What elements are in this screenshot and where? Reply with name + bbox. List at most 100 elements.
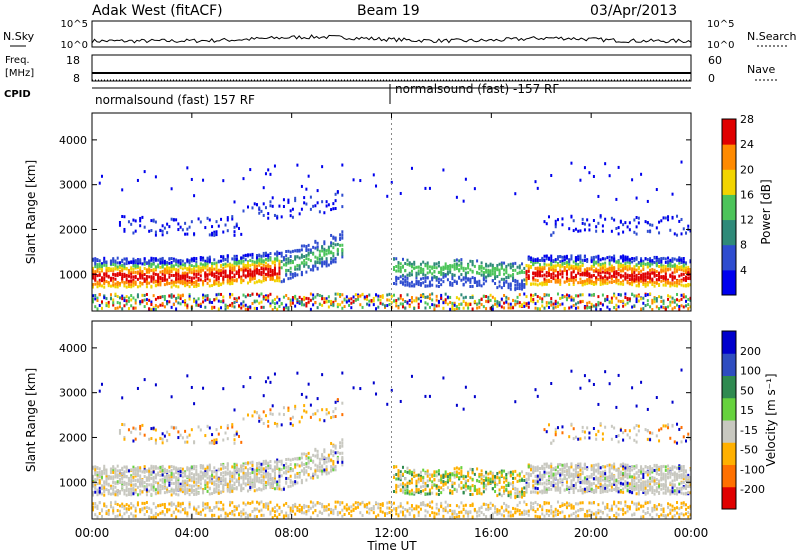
velocity-cell [121, 486, 124, 490]
power-cell [341, 306, 344, 310]
power-cell [494, 297, 497, 301]
power-cell [181, 271, 184, 275]
velocity-cell [264, 480, 267, 484]
power-cell [622, 263, 625, 267]
power-cell [318, 210, 321, 214]
power-cell [175, 284, 178, 288]
power-cell [103, 256, 106, 260]
velocity-cell [127, 492, 130, 496]
velocity-cell [127, 507, 130, 511]
power-cell [215, 266, 218, 270]
power-cell [408, 273, 411, 277]
velocity-cell [249, 461, 252, 465]
power-cell [375, 184, 378, 188]
power-cell [597, 258, 600, 262]
power-cell [577, 294, 580, 298]
power-cell [568, 277, 571, 281]
power-cell [289, 303, 292, 307]
power-cell [469, 259, 472, 263]
power-cell [309, 292, 312, 296]
power-cell [166, 300, 169, 304]
power-cell [574, 259, 577, 263]
velocity-cell [175, 471, 178, 475]
power-cell [177, 280, 180, 284]
power-cell [422, 295, 425, 299]
power-cell [523, 292, 526, 296]
power-cell [480, 269, 483, 273]
power-cell [660, 279, 663, 283]
power-cell [556, 280, 559, 284]
power-cell [348, 297, 351, 301]
power-cell [592, 282, 595, 286]
velocity-cell [208, 465, 211, 469]
power-cell [240, 256, 243, 260]
power-cell [350, 306, 353, 310]
power-cell [604, 280, 607, 284]
velocity-cell [154, 488, 157, 492]
power-cell [417, 265, 420, 269]
power-cell [530, 282, 533, 286]
power-cell [325, 260, 328, 264]
velocity-cell [166, 430, 169, 434]
power-cell [246, 264, 249, 268]
power-cell [680, 160, 683, 164]
velocity-cell [127, 482, 130, 486]
power-cell [325, 257, 328, 261]
power-cell [635, 300, 638, 304]
power-cell [653, 260, 656, 264]
power-cell [579, 260, 582, 264]
velocity-cell [116, 493, 119, 497]
velocity-cell [251, 414, 254, 418]
velocity-cell [118, 491, 121, 495]
power-cell [208, 267, 211, 271]
velocity-cell [271, 476, 274, 480]
power-cell [199, 269, 202, 273]
velocity-cell [132, 479, 135, 483]
power-cell [428, 305, 431, 309]
power-cell [476, 306, 479, 310]
power-cell [107, 300, 110, 304]
power-cell [118, 272, 121, 276]
power-cell [251, 252, 254, 256]
power-cell [179, 262, 182, 266]
power-cell [399, 302, 402, 306]
power-cell [161, 276, 164, 280]
power-cell [476, 302, 479, 306]
power-cell [671, 258, 674, 262]
power-cell [269, 275, 272, 279]
power-cell [649, 262, 652, 266]
power-cell [116, 301, 119, 305]
power-cell [215, 282, 218, 286]
power-cell [318, 261, 321, 265]
power-cell [516, 279, 519, 283]
velocity-cell [94, 478, 97, 482]
power-cell [141, 262, 144, 266]
velocity-cell [267, 461, 270, 465]
power-cell [152, 271, 155, 275]
power-cell [375, 307, 378, 311]
power-cell [673, 263, 676, 267]
power-cell [577, 255, 580, 259]
power-cell [532, 276, 535, 280]
velocity-cell [107, 490, 110, 494]
power-cell [617, 278, 620, 282]
power-cell [323, 300, 326, 304]
power-cell [330, 241, 333, 245]
power-cell [345, 300, 348, 304]
power-cell [601, 224, 604, 228]
power-cell [583, 270, 586, 274]
power-cell [114, 306, 117, 310]
power-cell [671, 215, 674, 219]
velocity-cell [125, 481, 128, 485]
velocity-cell [139, 510, 142, 514]
power-cell [667, 215, 670, 219]
power-cell [202, 296, 205, 300]
power-cell [134, 219, 137, 223]
power-cell [489, 306, 492, 310]
power-cell [653, 281, 656, 285]
velocity-cell [103, 486, 106, 490]
power-cell [242, 300, 245, 304]
power-cell [246, 307, 249, 311]
power-cell [150, 303, 153, 307]
power-cell [118, 269, 121, 273]
